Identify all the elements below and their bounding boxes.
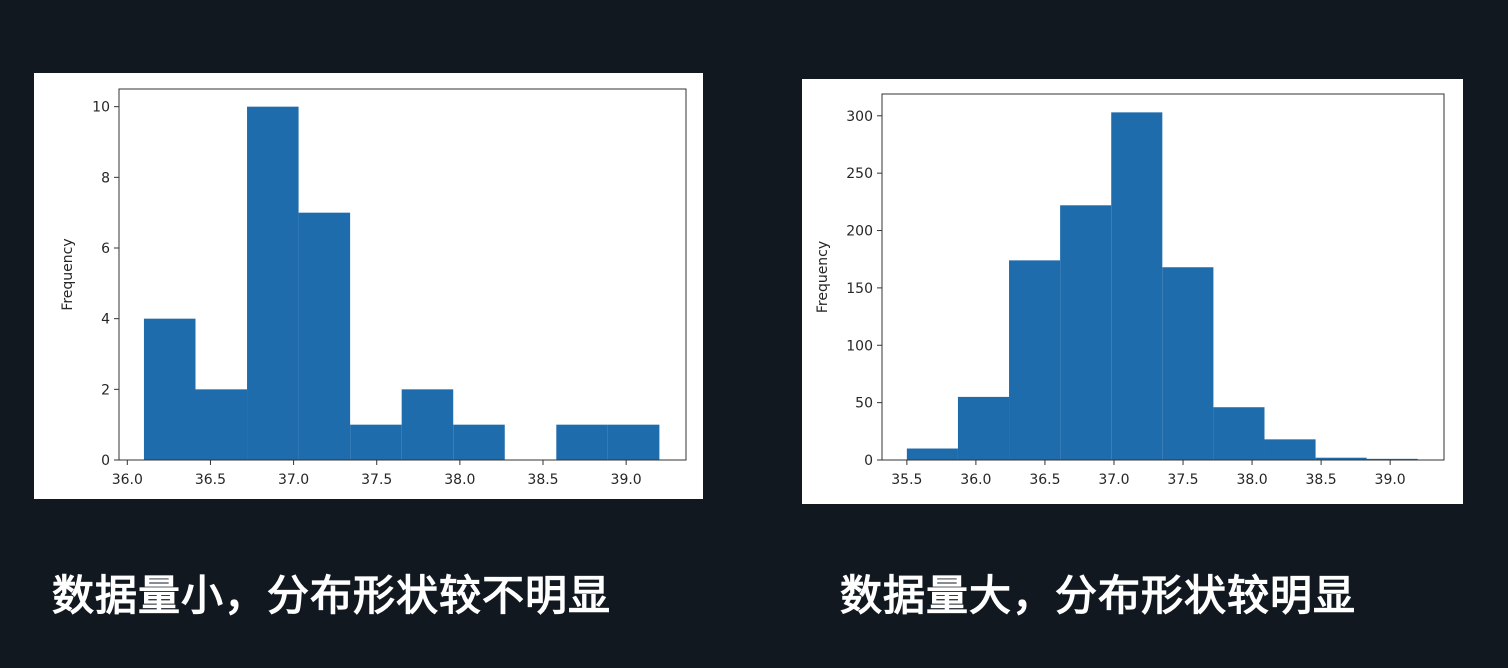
- bars: [143, 106, 660, 460]
- x-tick-label: 36.0: [960, 472, 991, 488]
- histogram-large-sample-svg: 35.5 36.0 36.5 37.0 37.5 38.0 38.5 39.0 0 50 100 15…: [815, 93, 1445, 488]
- y-axis-label: Frequency: [815, 241, 831, 313]
- y-tick-label: 4: [101, 312, 110, 328]
- histogram-bar: [298, 212, 351, 460]
- y-tick-label: 6: [101, 241, 110, 257]
- histogram-bar: [906, 448, 958, 460]
- histogram-bar: [1060, 205, 1112, 460]
- histogram-small-sample-svg: 36.0 36.5 37.0 37.5 38.0 38.5 39.0 0 2 4 6 8 10 Frequ…: [60, 88, 687, 488]
- histogram-bar: [1366, 458, 1418, 460]
- y-tick-label: 300: [846, 109, 873, 125]
- y-tick-label: 150: [846, 281, 873, 297]
- histogram-small-sample: 36.0 36.5 37.0 37.5 38.0 38.5 39.0 0 2 4 6 8 10 Frequ…: [34, 73, 703, 499]
- x-tick-label: 37.0: [1098, 472, 1129, 488]
- x-tick-label: 38.5: [1306, 472, 1337, 488]
- histogram-bar: [453, 424, 505, 460]
- y-tick-label: 50: [855, 396, 873, 412]
- histogram-bar: [1264, 439, 1316, 460]
- y-tick-label: 10: [92, 100, 110, 116]
- histogram-bar: [350, 424, 402, 460]
- histogram-bar: [957, 396, 1010, 460]
- x-tick-label: 38.0: [444, 472, 475, 488]
- histogram-bar: [1213, 407, 1265, 460]
- axes-frame: [881, 93, 1445, 461]
- histogram-bar: [1009, 260, 1061, 460]
- bars: [906, 112, 1418, 461]
- histogram-bar: [1111, 112, 1163, 461]
- y-tick-label: 2: [101, 382, 110, 398]
- x-tick-label: 36.0: [112, 472, 143, 488]
- x-tick-label: 35.5: [891, 472, 922, 488]
- y-tick-label: 250: [846, 166, 873, 182]
- axes-frame: [118, 88, 687, 461]
- histogram-bar: [1162, 267, 1214, 460]
- x-tick-label: 36.5: [1029, 472, 1060, 488]
- x-tick-label: 38.5: [527, 472, 558, 488]
- x-tick-label: 38.0: [1236, 472, 1267, 488]
- caption-large-sample: 数据量大，分布形状较明显: [840, 571, 1357, 620]
- x-tick-label: 37.0: [278, 472, 309, 488]
- x-tick-label: 37.5: [361, 472, 392, 488]
- y-tick-label: 100: [846, 338, 873, 354]
- histogram-large-sample: 35.5 36.0 36.5 37.0 37.5 38.0 38.5 39.0 0 50 100 15…: [802, 79, 1463, 504]
- x-tick-label: 37.5: [1167, 472, 1198, 488]
- histogram-bar: [195, 389, 248, 460]
- x-axis: 36.0 36.5 37.0 37.5 38.0 38.5 39.0: [112, 460, 642, 488]
- histogram-bar: [143, 318, 196, 460]
- caption-small-sample: 数据量小，分布形状较不明显: [52, 571, 612, 620]
- y-axis: 0 2 4 6 8 10: [92, 100, 119, 469]
- x-tick-label: 39.0: [1375, 472, 1406, 488]
- histogram-bar: [607, 424, 660, 460]
- y-tick-label: 8: [101, 170, 110, 186]
- histogram-bar: [556, 424, 608, 460]
- y-axis: 0 50 100 150 200 250 300: [846, 109, 882, 469]
- x-axis: 35.5 36.0 36.5 37.0 37.5 38.0 38.5 39.0: [891, 460, 1406, 488]
- y-tick-label: 200: [846, 224, 873, 240]
- y-tick-label: 0: [101, 453, 110, 469]
- x-tick-label: 39.0: [611, 472, 642, 488]
- histogram-bar: [1315, 457, 1367, 460]
- y-tick-label: 0: [864, 453, 873, 469]
- histogram-bar: [247, 106, 299, 460]
- histogram-bar: [401, 389, 454, 460]
- x-tick-label: 36.5: [195, 472, 226, 488]
- y-axis-label: Frequency: [60, 238, 76, 310]
